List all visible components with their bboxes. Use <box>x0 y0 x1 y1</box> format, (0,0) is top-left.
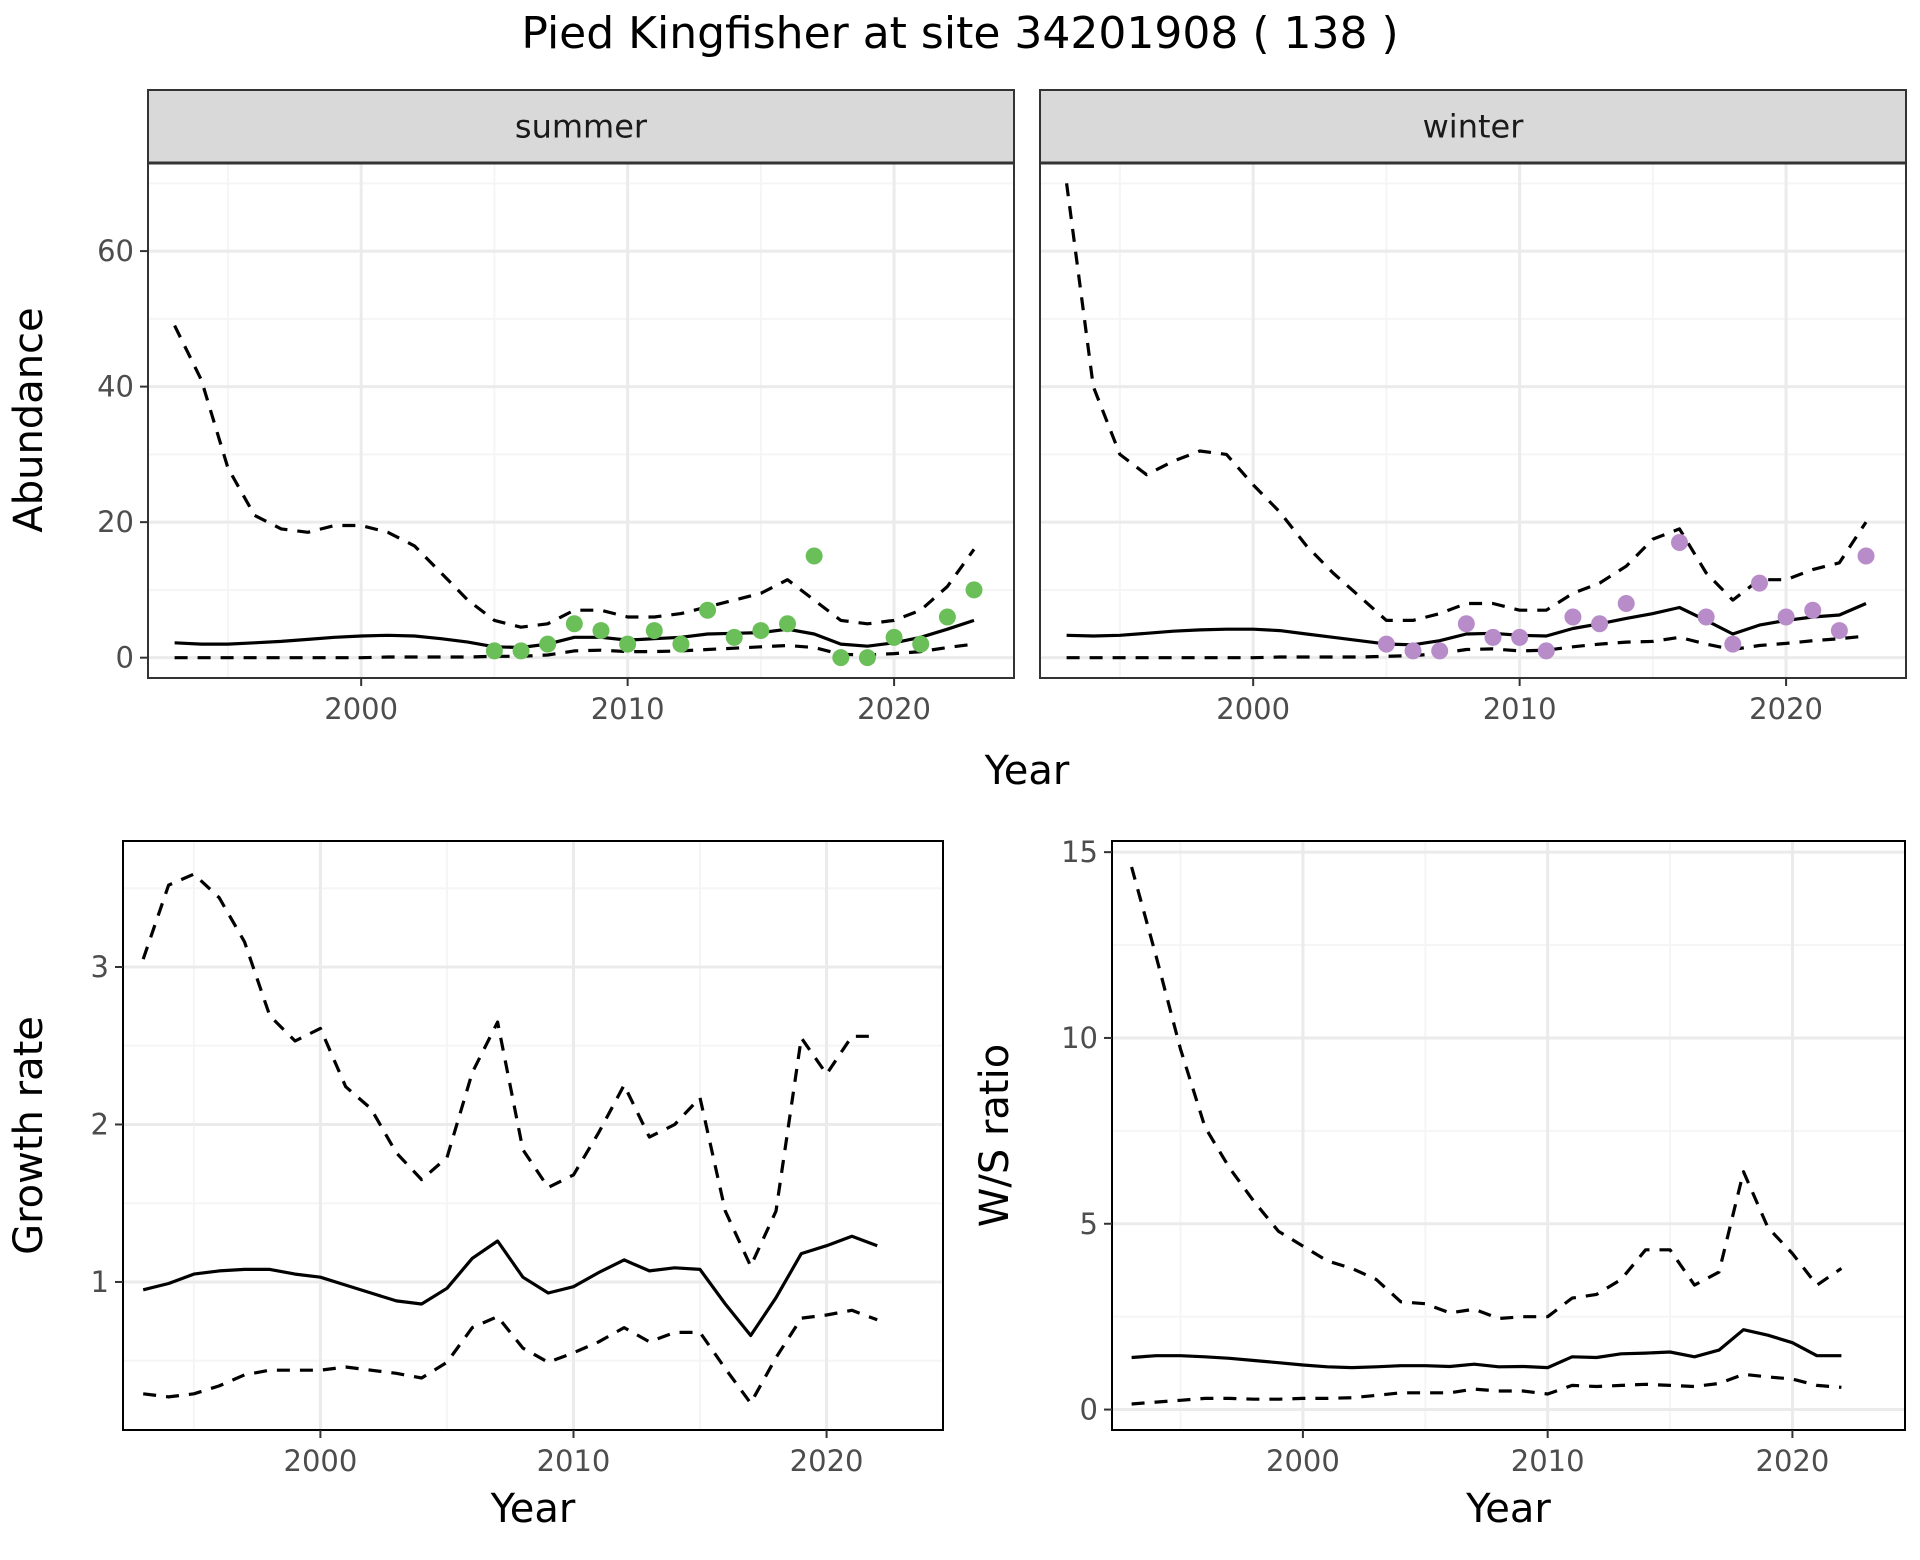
x-tick-label: 2020 <box>790 1444 864 1478</box>
estimate-line <box>174 618 975 650</box>
panel-border <box>1111 840 1906 1431</box>
panel-summer: summer 2000 2010 2020 0 20 40 60 <box>97 89 1015 726</box>
x-axis-title: Year <box>490 1486 576 1532</box>
y-tick-label: 10 <box>1061 1021 1098 1055</box>
data-point <box>1431 642 1449 660</box>
data-point <box>752 622 770 640</box>
x-tick-label: 2000 <box>284 1444 358 1478</box>
y-tick-label: 20 <box>97 505 134 539</box>
data-point <box>565 615 583 633</box>
x-tick-label: 2010 <box>537 1444 611 1478</box>
estimate-line <box>142 1234 878 1338</box>
data-point <box>1830 622 1848 640</box>
data-point <box>1511 628 1529 646</box>
data-point <box>619 635 637 653</box>
data-point <box>858 649 876 667</box>
x-tick-label: 2000 <box>1266 1444 1340 1478</box>
x-tick-label: 2000 <box>1216 692 1290 726</box>
upper-bound-line <box>173 324 976 629</box>
y-tick-label: 0 <box>1080 1393 1098 1427</box>
estimate-line <box>1131 1328 1842 1370</box>
y-tick-label: 0 <box>116 641 134 675</box>
y-axis-title-shared: Abundance <box>6 307 52 532</box>
upper-bound-line <box>141 872 878 1268</box>
facet-strip <box>147 89 1015 164</box>
data-point <box>1857 547 1875 565</box>
data-point <box>1377 635 1395 653</box>
data-point <box>1404 642 1422 660</box>
data-point <box>938 608 956 626</box>
data-point <box>512 642 530 660</box>
x-tick-label: 2010 <box>1483 692 1557 726</box>
y-tick-label: 1 <box>91 1265 109 1299</box>
x-tick-label: 2010 <box>1511 1444 1585 1478</box>
data-point <box>1484 628 1502 646</box>
lower-bound-line <box>143 1308 878 1405</box>
panel-ratio: 2000 2010 2020 0 5 10 15 Year W/S ratio <box>972 835 1906 1532</box>
data-point <box>1537 642 1555 660</box>
estimate-line <box>1066 602 1867 647</box>
data-point <box>485 642 503 660</box>
y-axis-title: Growth rate <box>6 1016 52 1255</box>
data-point <box>1777 608 1795 626</box>
data-point <box>1750 574 1768 592</box>
x-tick-label: 2020 <box>857 692 931 726</box>
data-point <box>1804 601 1822 619</box>
data-point <box>699 601 717 619</box>
x-axis-title-shared: Year <box>984 748 1070 794</box>
upper-bound-line <box>1130 866 1843 1321</box>
panel-winter: winter 2000 2010 2020 <box>1039 89 1907 726</box>
data-point <box>1671 533 1689 551</box>
x-tick-label: 2020 <box>1756 1444 1830 1478</box>
data-point <box>1724 635 1742 653</box>
data-point <box>725 628 743 646</box>
x-tick-label: 2020 <box>1749 692 1823 726</box>
y-tick-label: 5 <box>1080 1207 1098 1241</box>
data-point <box>832 649 850 667</box>
panel-border <box>1039 162 1907 679</box>
data-point <box>672 635 690 653</box>
data-point <box>592 622 610 640</box>
lower-bound-line <box>1066 634 1867 660</box>
y-axis-title: W/S ratio <box>972 1044 1018 1227</box>
facet-label-winter: winter <box>1423 108 1525 146</box>
upper-bound-line <box>1065 183 1868 622</box>
data-point <box>645 622 663 640</box>
data-point <box>965 581 983 599</box>
facet-strip <box>1039 89 1907 164</box>
y-tick-label: 60 <box>97 234 134 268</box>
data-point <box>1591 615 1609 633</box>
facet-label-summer: summer <box>515 108 648 146</box>
data-point <box>885 628 903 646</box>
x-tick-label: 2010 <box>591 692 665 726</box>
data-point <box>1457 615 1475 633</box>
y-tick-label: 40 <box>97 370 134 404</box>
x-tick-label: 2000 <box>324 692 398 726</box>
data-point <box>1564 608 1582 626</box>
x-axis-title: Year <box>1465 1486 1551 1532</box>
data-point <box>779 615 797 633</box>
chart-title: Pied Kingfisher at site 34201908 ( 138 ) <box>521 8 1398 59</box>
panel-border <box>122 840 944 1431</box>
data-point <box>1697 608 1715 626</box>
y-tick-label: 2 <box>91 1107 109 1141</box>
data-point <box>539 635 557 653</box>
data-point <box>1617 594 1635 612</box>
lower-bound-line <box>1131 1372 1842 1406</box>
data-point <box>805 547 823 565</box>
y-tick-label: 15 <box>1061 835 1098 869</box>
panel-growth: 2000 2010 2020 1 2 3 Year Growth rate <box>6 840 944 1532</box>
data-point <box>912 635 930 653</box>
panel-border <box>147 162 1015 679</box>
y-tick-label: 3 <box>91 950 109 984</box>
